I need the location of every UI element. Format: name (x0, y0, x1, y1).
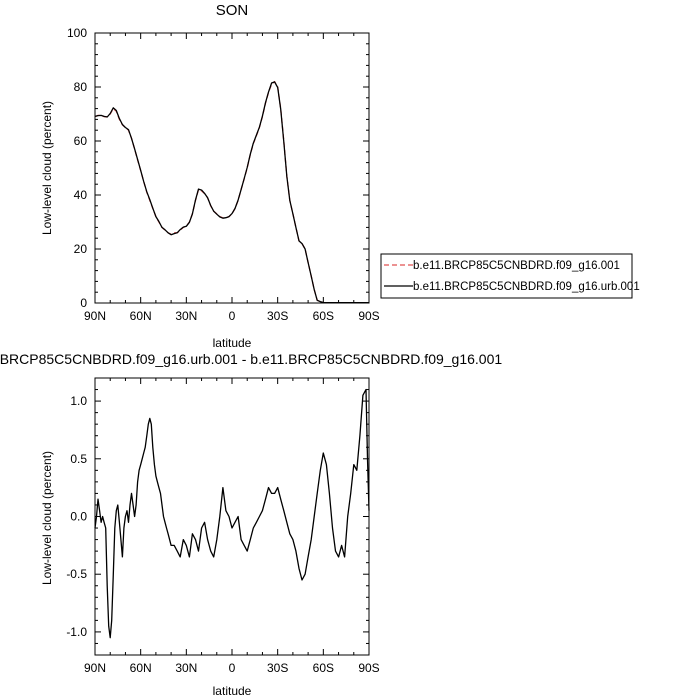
top-x-tick-label: 0 (229, 309, 236, 323)
bottom-x-tick-label: 60N (130, 661, 152, 675)
bottom-y-tick-label: 0.5 (70, 452, 87, 466)
top-x-tick-label: 30S (267, 309, 288, 323)
bottom-x-tick-label: 90S (358, 661, 379, 675)
top-y-tick-label: 20 (74, 242, 88, 256)
top-chart-title: SON (216, 2, 249, 19)
bottom-x-tick-label: 30N (175, 661, 197, 675)
legend-label-control: b.e11.BRCP85C5CNBDRD.f09_g16.001 (413, 260, 620, 272)
top-frame (94, 32, 370, 304)
top-series-line-1 (94, 81, 369, 304)
top-y-tick-label: 40 (74, 188, 88, 202)
legend: b.e11.BRCP85C5CNBDRD.f09_g16.001 b.e11.B… (380, 253, 640, 299)
top-x-axis-label: latitude (213, 336, 252, 350)
bottom-panel: b.e11.BRCP85C5CNBDRD.f09_g16.urb.001 - b… (0, 351, 502, 698)
top-x-tick-label: 90N (84, 309, 106, 323)
top-panel: SON 90N 60N 30N 0 30S 60S 90S 0 20 40 60 80 100 lati… (40, 2, 380, 350)
top-y-tick-label: 0 (80, 296, 87, 310)
bottom-x-tick-label: 0 (229, 661, 236, 675)
bottom-x-tick-label: 30S (267, 661, 288, 675)
top-series-line-0 (94, 80, 369, 304)
bottom-x-tick-label: 60S (313, 661, 334, 675)
bottom-plot-area (94, 388, 370, 639)
top-y-axis-label: Low-level cloud (percent) (40, 101, 54, 235)
top-y-tick-label: 100 (67, 26, 87, 40)
bottom-y-tick-label: 0.0 (70, 510, 87, 524)
top-x-tick-label: 90S (358, 309, 379, 323)
top-y-tick-label: 60 (74, 134, 88, 148)
top-plot-area (94, 80, 369, 304)
bottom-y-tick-label: -0.5 (66, 567, 87, 581)
bottom-axes: 90N 60N 30N 0 30S 60S 90S -1.0 -0.5 0.0 0.5 1.0 (66, 377, 380, 675)
bottom-chart-title: b.e11.BRCP85C5CNBDRD.f09_g16.urb.001 - b… (0, 351, 502, 367)
bottom-y-axis-label: Low-level cloud (percent) (40, 451, 54, 585)
bottom-x-tick-label: 90N (84, 661, 106, 675)
top-x-tick-label: 60N (130, 309, 152, 323)
legend-label-urb: b.e11.BRCP85C5CNBDRD.f09_g16.urb.001 (413, 281, 640, 293)
bottom-frame (94, 377, 370, 656)
top-x-tick-label: 60S (313, 309, 334, 323)
top-x-tick-label: 30N (175, 309, 197, 323)
legend-box (380, 253, 633, 299)
bottom-x-axis-label: latitude (213, 684, 252, 698)
bottom-series-line-0 (94, 388, 370, 639)
bottom-y-tick-label: -1.0 (66, 625, 87, 639)
bottom-y-tick-label: 1.0 (70, 394, 87, 408)
top-axes: 90N 60N 30N 0 30S 60S 90S 0 20 40 60 80 100 (67, 26, 380, 323)
top-y-tick-label: 80 (74, 80, 88, 94)
